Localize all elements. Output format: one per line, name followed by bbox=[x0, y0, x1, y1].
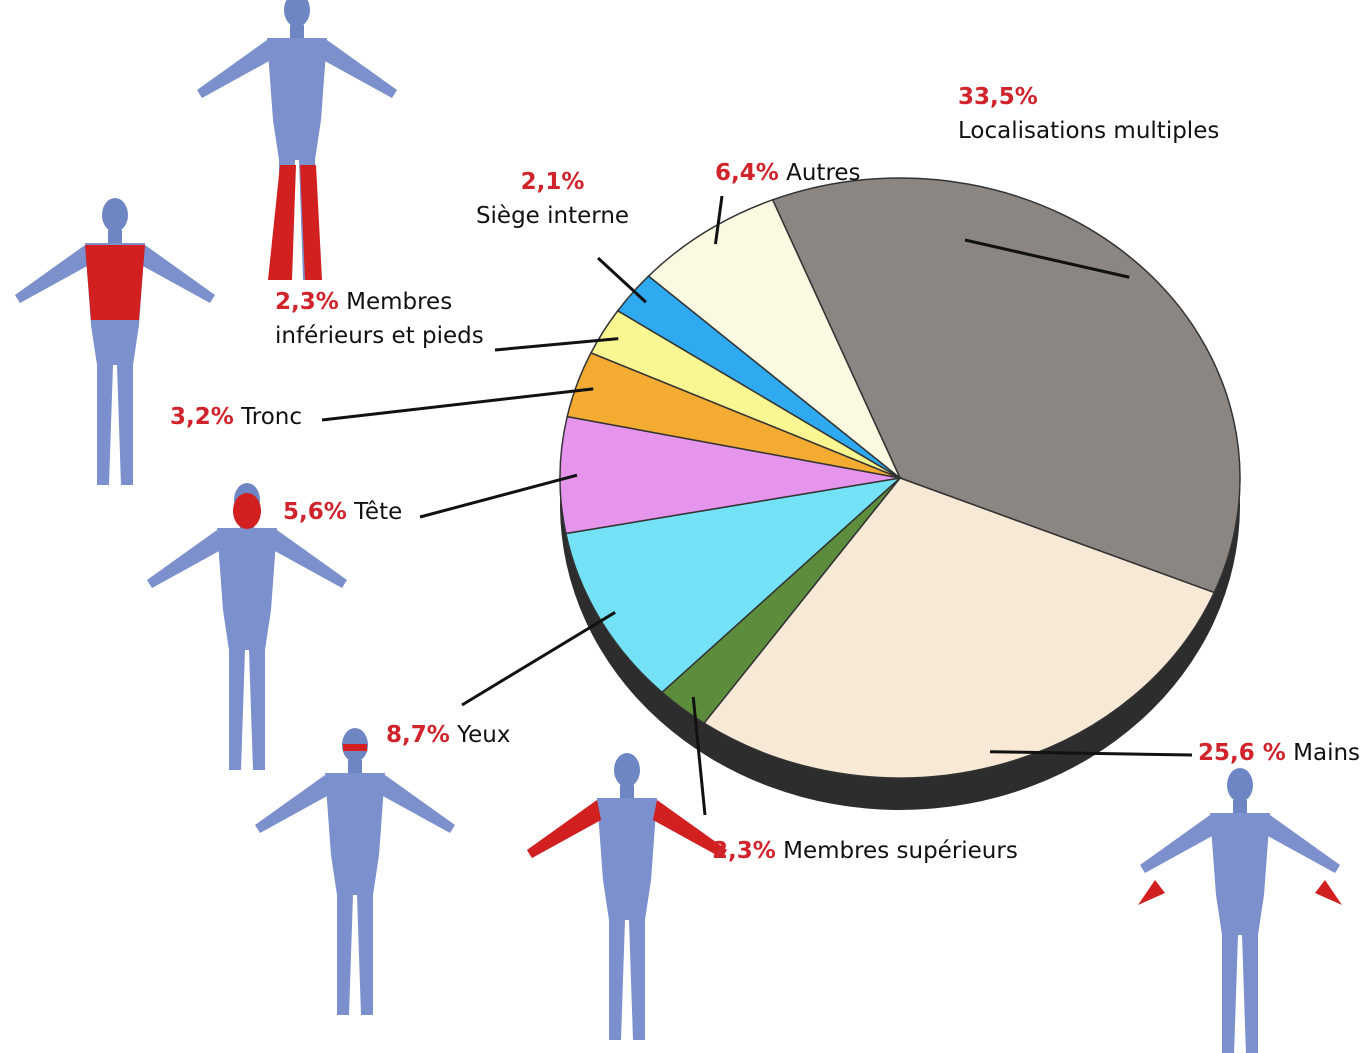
value-label: 2,3% bbox=[712, 838, 776, 864]
leader-line bbox=[596, 256, 647, 304]
category-label: Membres inférieurs et pieds bbox=[275, 289, 484, 349]
leader-line bbox=[494, 337, 619, 352]
leader-line bbox=[691, 696, 707, 816]
highlight bbox=[527, 800, 727, 858]
category-label: Autres bbox=[786, 160, 861, 186]
leader-line bbox=[713, 195, 724, 245]
leader-line bbox=[989, 750, 1193, 757]
highlight bbox=[343, 744, 367, 751]
slice-label: 2,3% Membres inférieurs et pieds bbox=[275, 285, 510, 353]
slice-label: 6,4% Autres bbox=[715, 156, 885, 190]
slice-label: 8,7% Yeux bbox=[386, 718, 546, 752]
value-label: 33,5% bbox=[958, 84, 1038, 110]
slice-label: 25,6 % Mains bbox=[1198, 736, 1367, 770]
category-label: Membres supérieurs bbox=[783, 838, 1018, 864]
highlight bbox=[268, 165, 322, 280]
category-label: Mains bbox=[1293, 740, 1361, 766]
category-label: Localisations multiples bbox=[958, 118, 1220, 144]
value-label: 25,6 % bbox=[1198, 740, 1286, 766]
pie-slice bbox=[771, 177, 1241, 594]
slice-label: 5,6% Tête bbox=[283, 495, 433, 529]
pie-slice bbox=[702, 477, 1216, 779]
category-label: Siège interne bbox=[475, 203, 630, 229]
slice-label: 3,2% Tronc bbox=[170, 400, 330, 434]
pie-slice bbox=[564, 476, 903, 694]
figures bbox=[15, 0, 1342, 1053]
leader-line bbox=[419, 473, 578, 519]
pie-slice bbox=[647, 198, 901, 479]
category-label: Tronc bbox=[241, 404, 303, 430]
category-label: Yeux bbox=[457, 722, 511, 748]
slice-label: 33,5% Localisations multiples bbox=[958, 80, 1278, 148]
value-label: 3,2% bbox=[170, 404, 234, 430]
value-label: 6,4% bbox=[715, 160, 779, 186]
value-label: 2,3% bbox=[275, 289, 339, 315]
highlight bbox=[233, 493, 261, 529]
leader-line bbox=[964, 238, 1130, 279]
pie-slice bbox=[559, 415, 901, 535]
value-label: 8,7% bbox=[386, 722, 450, 748]
highlight bbox=[85, 245, 145, 320]
value-label: 5,6% bbox=[283, 499, 347, 525]
category-label: Tête bbox=[354, 499, 403, 525]
slice-label: 2,3% Membres supérieurs bbox=[712, 834, 1052, 868]
leader-line bbox=[461, 611, 616, 707]
value-label: 2,1% bbox=[520, 169, 585, 195]
leader-line bbox=[321, 387, 594, 422]
slice-label: 2,1% Siège interne bbox=[470, 165, 635, 233]
